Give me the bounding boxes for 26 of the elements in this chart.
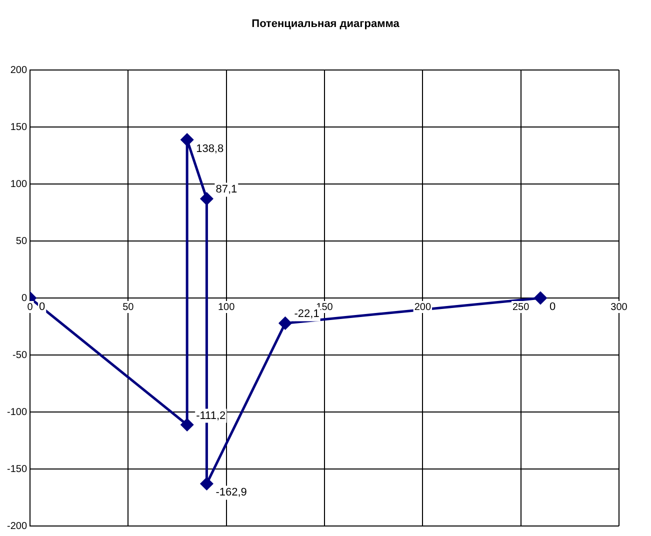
x-tick-label: 50 — [122, 302, 134, 313]
point — [200, 192, 213, 205]
y-tick-label: -100 — [7, 406, 28, 418]
y-tick-label: 100 — [10, 178, 28, 190]
point — [180, 134, 194, 146]
y-tick-label: 0 — [21, 292, 28, 304]
y-tick-label: 50 — [16, 236, 28, 247]
data-label: 138,8 — [196, 142, 224, 155]
x-tick-label: 200 — [414, 302, 432, 313]
chart-title: Потенциальная диаграмма — [250, 18, 400, 30]
y-tick-label: -150 — [7, 464, 28, 475]
point — [180, 418, 194, 432]
x-tick-label: 250 — [512, 302, 530, 313]
x-tick-label: 300 — [610, 302, 628, 313]
point — [200, 477, 213, 490]
data-label: -162,9 — [216, 486, 247, 499]
y-tick-label: -200 — [7, 520, 28, 532]
data-label: -111,2 — [196, 410, 226, 422]
data-label: 87,1 — [216, 184, 238, 196]
point — [534, 292, 547, 304]
y-tick-label: 150 — [10, 122, 28, 133]
point — [278, 316, 292, 330]
x-tick-label: 100 — [218, 302, 236, 313]
y-tick-label: -50 — [12, 350, 28, 361]
y-tick-label: 200 — [10, 64, 28, 76]
data-label: -22,1 — [294, 308, 320, 320]
